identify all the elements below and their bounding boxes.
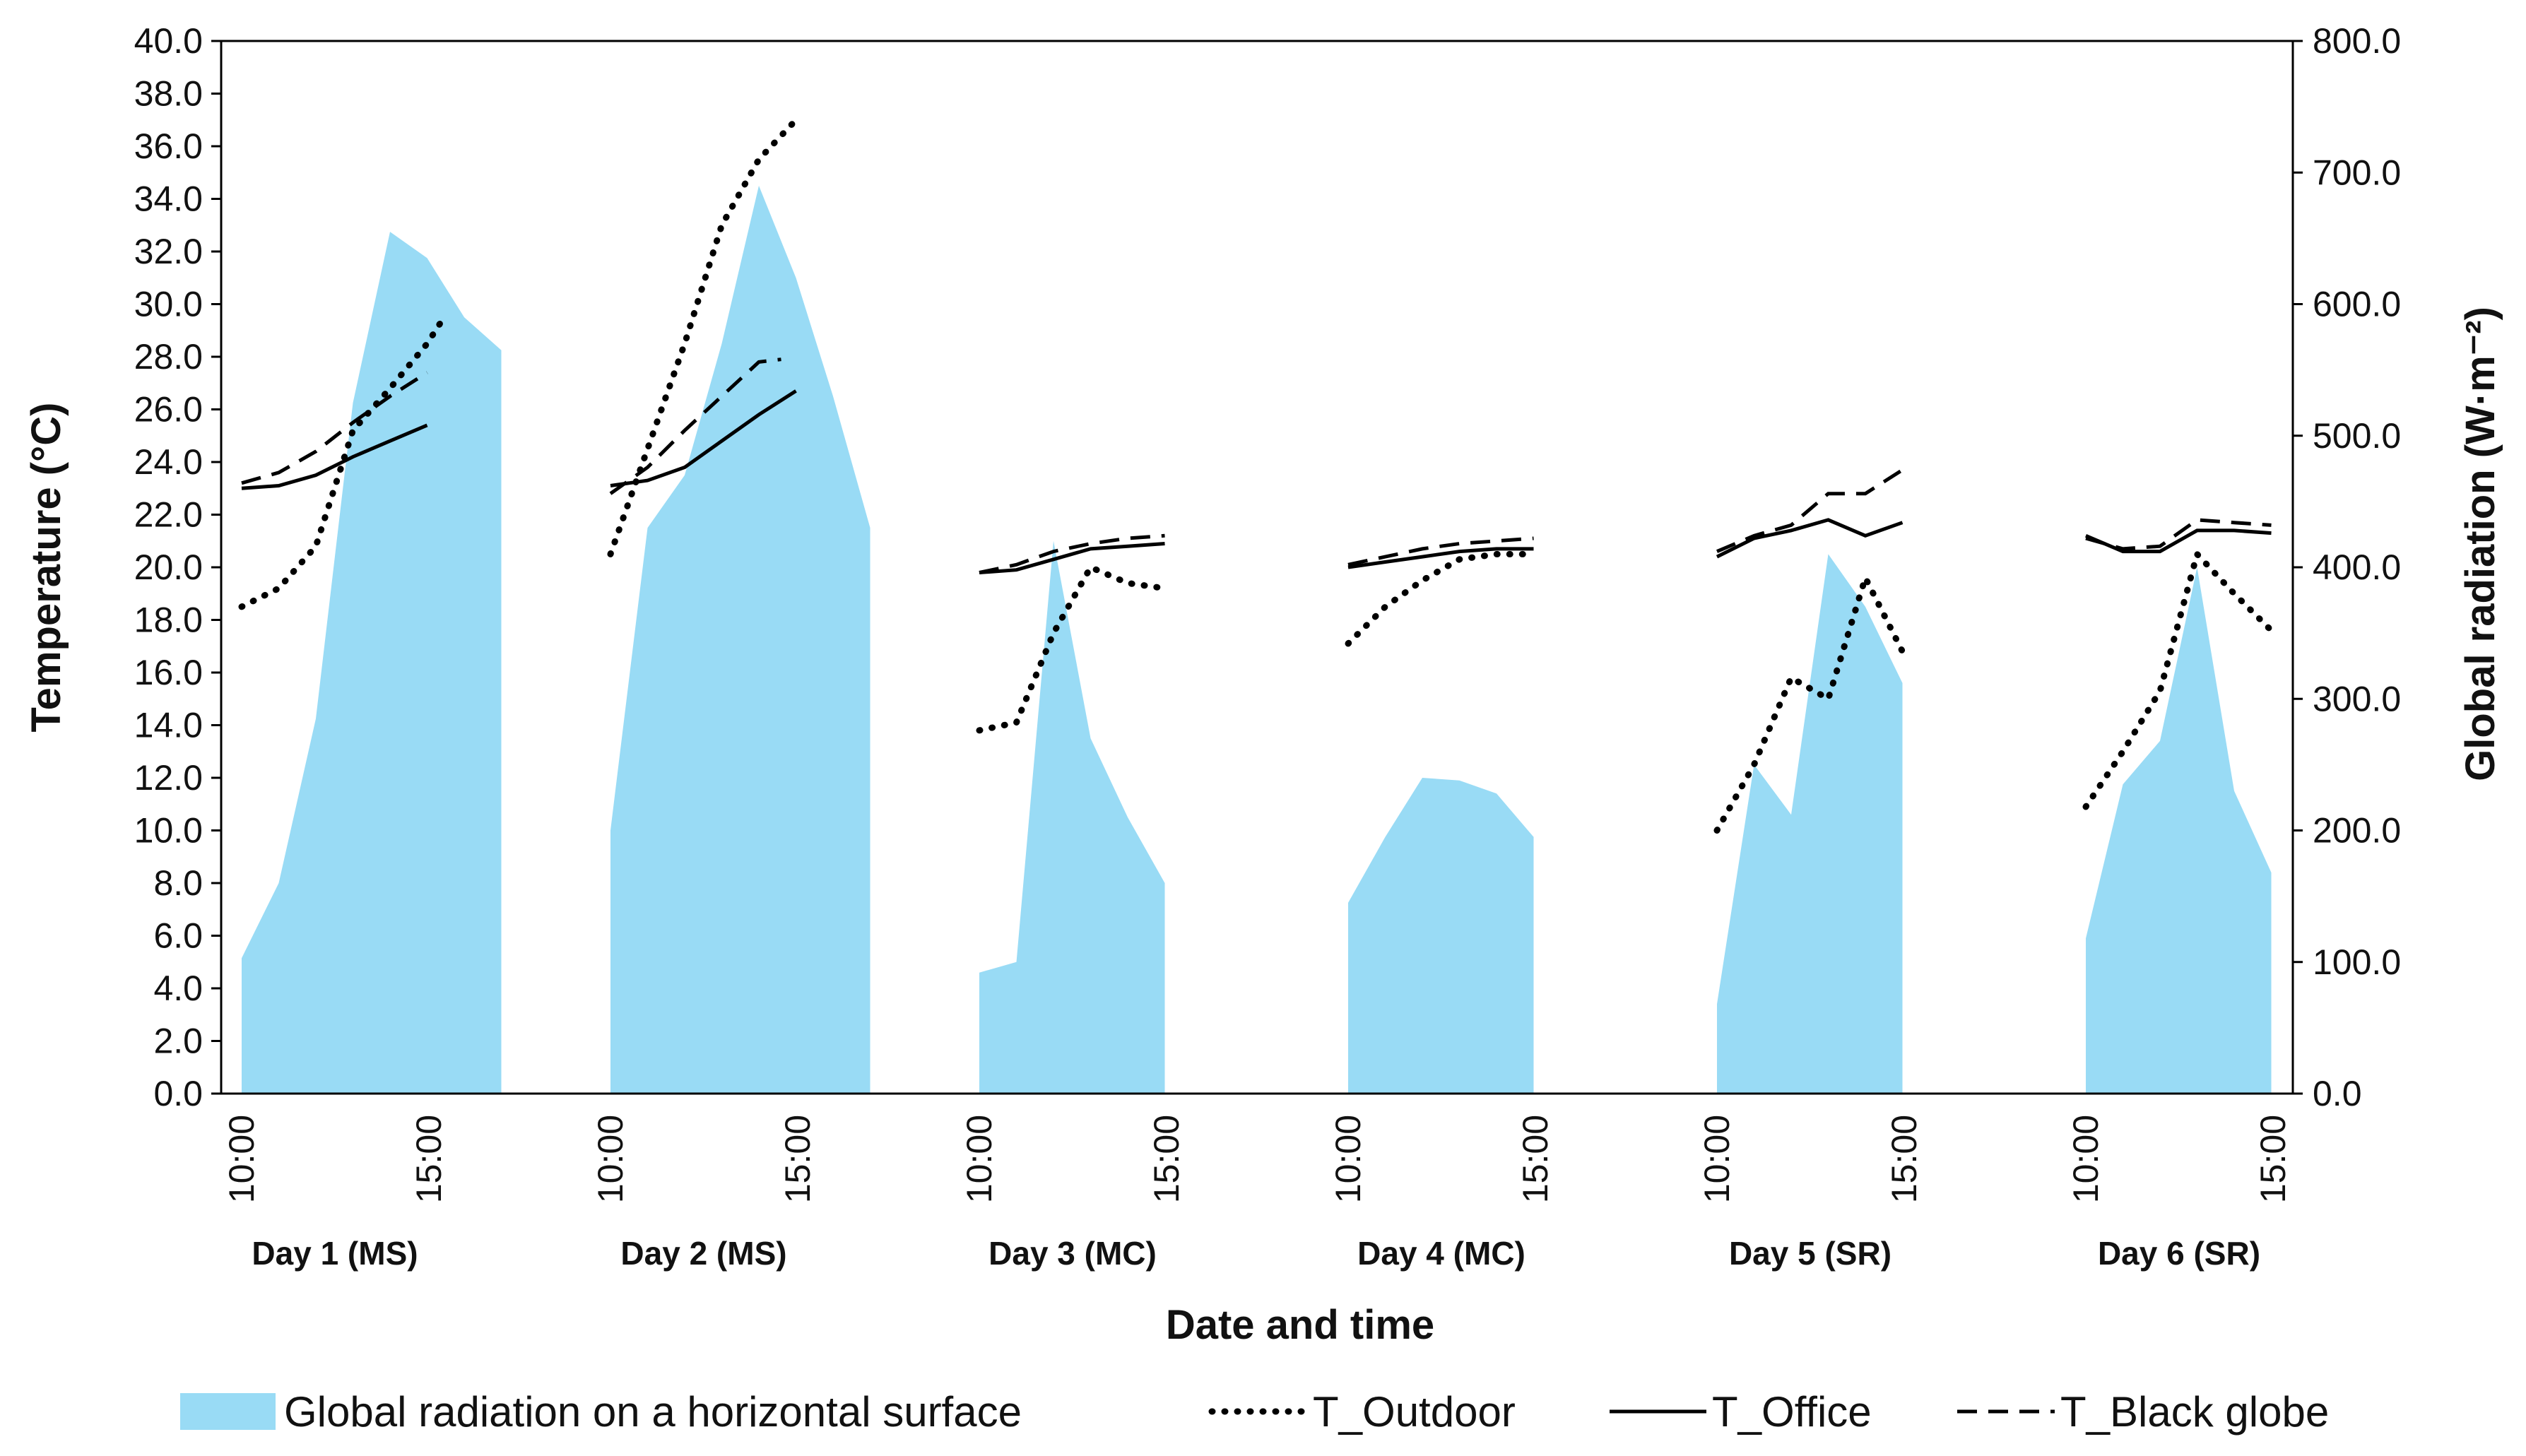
- legend-label-outdoor: T_Outdoor: [1313, 1388, 1516, 1436]
- y-axis-left-title: Temperature (°C): [23, 403, 69, 733]
- right-tick-label: 300.0: [2313, 679, 2401, 718]
- axes: [220, 40, 2294, 1095]
- right-tick-label: 0.0: [2313, 1074, 2362, 1113]
- t-outdoor-line-day-6: [2082, 548, 2274, 810]
- t-black-globe-line-day-5: [1716, 468, 1904, 553]
- t-office-line-day-4: [1347, 547, 1534, 569]
- left-tick-label: 26.0: [134, 390, 203, 430]
- left-tick-label: 8.0: [153, 863, 203, 903]
- left-axis-ticks: 0.0 2.0 4.0 6.0 8.0 10.0 12.0 14.0 16.0 18.0 20.0 2…: [134, 21, 221, 1113]
- left-tick-label: 18.0: [134, 600, 203, 640]
- x-tick-end-label: 15:00: [778, 1115, 818, 1203]
- t-office-line-day-1: [241, 423, 428, 490]
- x-tick-start-label: 10:00: [1697, 1115, 1737, 1203]
- radiation-area-day-4: [1348, 778, 1534, 1094]
- left-tick-label: 38.0: [134, 74, 203, 114]
- left-tick-label: 22.0: [134, 495, 203, 535]
- left-tick-label: 4.0: [153, 969, 203, 1008]
- t-outdoor-line-day-4: [1345, 550, 1537, 647]
- right-axis-ticks: 0.0 100.0 200.0 300.0 400.0 500.0 600.0 700.0 80…: [2293, 21, 2401, 1113]
- right-tick-label: 700.0: [2313, 153, 2401, 192]
- t-office-line-day-2: [610, 389, 797, 487]
- right-tick-label: 500.0: [2313, 416, 2401, 456]
- left-tick-label: 36.0: [134, 126, 203, 166]
- y-axis-right-title: Global radiation (W·m⁻²): [2457, 307, 2503, 781]
- radiation-area-day-3: [979, 540, 1165, 1094]
- day-label-1: Day 1 (MS): [252, 1235, 418, 1272]
- t-black-globe-line-day-1: [241, 371, 428, 485]
- day-label-6: Day 6 (SR): [2098, 1235, 2260, 1272]
- t-office-line-day-5: [1716, 518, 1904, 559]
- plot-frame: [220, 40, 2294, 1095]
- x-tick-start-label: 10:00: [222, 1115, 261, 1203]
- legend-label-black-globe: T_Black globe: [2060, 1388, 2329, 1436]
- t-outdoor-line-day-3: [976, 563, 1168, 734]
- left-tick-label: 40.0: [134, 21, 203, 61]
- radiation-area-day-6: [2086, 567, 2272, 1094]
- left-tick-label: 24.0: [134, 442, 203, 482]
- day-label-3: Day 3 (MC): [988, 1235, 1157, 1272]
- x-tick-start-label: 10:00: [1328, 1115, 1368, 1203]
- day-label-4: Day 4 (MC): [1357, 1235, 1525, 1272]
- t-black-globe-line-day-6: [2085, 518, 2272, 551]
- radiation-area-day-5: [1717, 554, 1903, 1094]
- legend-label-radiation: Global radiation on a horizontal surface: [284, 1388, 1022, 1436]
- left-tick-label: 12.0: [134, 758, 203, 798]
- left-tick-label: 30.0: [134, 285, 203, 324]
- x-tick-end-label: 15:00: [2253, 1115, 2293, 1203]
- radiation-area-day-2: [610, 185, 870, 1094]
- x-tick-start-label: 10:00: [591, 1115, 630, 1203]
- legend-label-office: T_Office: [1712, 1388, 1872, 1436]
- t-black-globe-line-day-3: [979, 533, 1165, 574]
- right-tick-label: 600.0: [2313, 285, 2401, 324]
- right-tick-label: 200.0: [2313, 811, 2401, 851]
- right-tick-label: 400.0: [2313, 548, 2401, 587]
- left-tick-label: 32.0: [134, 232, 203, 271]
- left-tick-label: 34.0: [134, 179, 203, 219]
- right-tick-label: 100.0: [2313, 942, 2401, 982]
- day-label-5: Day 5 (SR): [1729, 1235, 1891, 1272]
- left-tick-label: 16.0: [134, 653, 203, 692]
- left-tick-label: 20.0: [134, 548, 203, 587]
- t-outdoor-line-day-5: [1713, 569, 1906, 834]
- t-office-line-day-3: [979, 542, 1165, 574]
- left-tick-label: 28.0: [134, 337, 203, 377]
- plot-area: [238, 117, 2274, 1094]
- x-axis-ticks: 10:00 15:00 Day 1 (MS) 10:00 15:00 Day 2 (MS)…: [222, 1115, 2293, 1272]
- day-label-2: Day 2 (MS): [620, 1235, 786, 1272]
- left-tick-label: 14.0: [134, 706, 203, 745]
- right-tick-label: 800.0: [2313, 21, 2401, 61]
- x-axis-title: Date and time: [1166, 1302, 1434, 1348]
- x-tick-start-label: 10:00: [2066, 1115, 2106, 1203]
- legend: Global radiation on a horizontal surface…: [180, 1388, 2329, 1436]
- x-tick-end-label: 15:00: [1884, 1115, 1924, 1203]
- t-black-globe-line-day-4: [1347, 536, 1534, 567]
- t-outdoor-line-day-1: [238, 311, 449, 610]
- t-outdoor-line-day-2: [607, 117, 799, 557]
- left-tick-label: 6.0: [153, 916, 203, 956]
- x-tick-start-label: 10:00: [960, 1115, 999, 1203]
- t-black-globe-line-day-2: [609, 357, 781, 495]
- left-tick-label: 0.0: [153, 1074, 203, 1113]
- x-tick-end-label: 15:00: [1147, 1115, 1186, 1203]
- radiation-area-day-1: [242, 232, 502, 1094]
- x-tick-end-label: 15:00: [1516, 1115, 1555, 1203]
- left-tick-label: 10.0: [134, 811, 203, 851]
- legend-swatch-radiation: [180, 1393, 276, 1430]
- left-tick-label: 2.0: [153, 1022, 203, 1061]
- x-tick-end-label: 15:00: [409, 1115, 449, 1203]
